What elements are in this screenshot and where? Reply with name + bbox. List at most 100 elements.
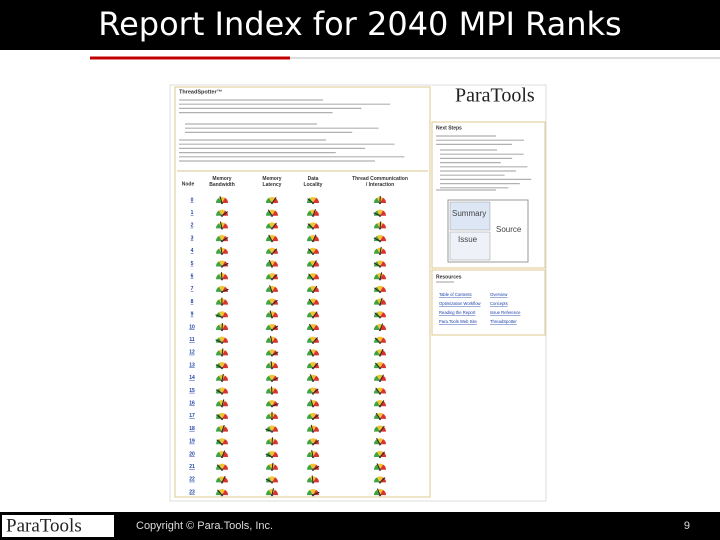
gauge-segment [377,400,383,407]
gauge-segment [380,489,386,496]
node-link[interactable]: 17 [189,413,195,419]
gauge-hub [220,278,224,281]
gauge-segment [380,439,386,445]
gauge-hub [378,481,382,484]
gauge-segment [374,451,380,457]
gauge-segment [310,273,316,280]
node-link[interactable]: 16 [189,401,195,407]
gauge-segment [222,426,228,432]
node-link[interactable]: 10 [189,324,195,330]
column-header: Memory Bandwidth [209,176,235,188]
gauge-segment [222,489,228,496]
gauge-hub [378,303,382,306]
gauge-segment [313,375,319,381]
node-link[interactable]: 12 [189,350,195,356]
node-link[interactable]: 9 [191,312,194,318]
gauge-segment [313,248,319,254]
slide-title: Report Index for 2040 MPI Ranks [98,5,621,43]
resource-link[interactable]: Issue Reference [490,310,521,315]
footer-logo-box [2,515,114,537]
gauge-segment [269,197,275,203]
node-link[interactable]: 21 [189,464,195,470]
gauge-segment [266,401,272,407]
node-link[interactable]: 20 [189,451,195,457]
node-link[interactable]: 14 [189,375,195,381]
gauge-hub [270,417,274,421]
gauge-segment [216,477,222,483]
gauge-segment [310,324,316,330]
gauge-segment [307,261,313,267]
gauge-segment [269,476,275,483]
gauge-segment [272,426,278,432]
node-link[interactable]: 0 [191,197,194,203]
gauge-segment [266,248,272,254]
gauge-segment [216,248,222,254]
gauge-hub [220,227,224,230]
gauge-segment [377,311,383,318]
node-link[interactable]: 19 [189,439,195,445]
gauge-segment [216,286,222,292]
gauge-segment [269,247,275,254]
gauge-hub [311,455,315,459]
node-link[interactable]: 5 [191,261,194,267]
node-link[interactable]: 4 [191,248,194,254]
gauge-segment [307,337,313,343]
report-logo: ParaTools [455,85,535,107]
gauge-segment [377,463,383,470]
gauge-segment [216,451,222,457]
gauge-segment [310,247,316,254]
gauge-segment [266,197,272,203]
gauge-hub [311,481,315,484]
node-link[interactable]: 15 [189,388,195,394]
gauge-hub [378,278,382,281]
gauge-hub [270,493,274,497]
resource-link[interactable]: ThreadSpotter [490,319,517,324]
next-steps-title: Next Steps [436,125,462,131]
resource-link[interactable]: Table of Contents [439,292,472,297]
resource-link[interactable]: Para.Tools Web Site [439,319,478,324]
gauge-segment [272,413,278,419]
gauge-segment [272,261,278,267]
gauge-segment [266,413,272,419]
gauge-hub [378,366,382,370]
node-link[interactable]: 23 [189,489,195,495]
node-link[interactable]: 11 [189,337,195,343]
gauge-segment [374,426,380,432]
node-link[interactable]: 6 [191,274,194,280]
resource-link[interactable]: Overview [490,292,508,297]
gauge-segment [269,324,275,330]
gauge-segment [266,337,272,343]
node-link[interactable]: 22 [189,477,195,483]
gauge-segment [307,286,313,292]
gauge-segment [313,477,319,483]
node-link[interactable]: 8 [191,299,194,305]
gauge-segment [380,401,386,407]
gauge-segment [222,223,228,229]
gauge-segment [266,261,272,267]
node-link[interactable]: 13 [189,362,195,368]
gauge-hub [270,392,274,395]
node-link[interactable]: 2 [191,223,194,229]
column-header: Memory Latency [262,176,281,188]
copyright: Copyright © Para.Tools, Inc. [136,520,273,532]
gauge-segment [219,463,225,470]
gauge-hub [220,481,224,484]
gauge-hub [270,265,274,268]
gauge-segment [310,222,316,229]
footer-logo: ParaTools [6,515,82,536]
node-link[interactable]: 3 [191,235,194,241]
gauge-segment [219,285,225,292]
gauge-hub [220,379,224,382]
gauge-segment [374,223,380,229]
gauge-segment [266,375,272,381]
gauge-hub [220,214,224,217]
gauge-segment [307,439,313,445]
gauge-segment [307,489,313,496]
gauge-segment [266,274,272,280]
resource-link[interactable]: Concepts [490,301,508,306]
node-link[interactable]: 7 [191,286,194,292]
resource-link[interactable]: Reading the Report [439,310,476,315]
node-link[interactable]: 18 [189,426,195,432]
node-link[interactable]: 1 [191,210,194,216]
resource-link[interactable]: Optimization Workflow [439,301,482,306]
